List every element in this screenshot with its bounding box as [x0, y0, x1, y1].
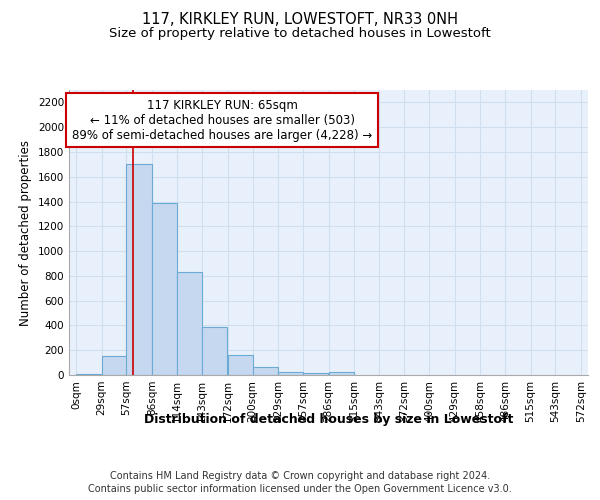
- Bar: [127, 164, 152, 375]
- Bar: [202, 326, 227, 375]
- Text: Size of property relative to detached houses in Lowestoft: Size of property relative to detached ho…: [109, 28, 491, 40]
- Text: Contains public sector information licensed under the Open Government Licence v3: Contains public sector information licen…: [88, 484, 512, 494]
- Bar: [253, 367, 278, 375]
- Y-axis label: Number of detached properties: Number of detached properties: [19, 140, 32, 326]
- Bar: [176, 272, 202, 375]
- Bar: [152, 203, 177, 375]
- Bar: [101, 356, 127, 375]
- Text: Contains HM Land Registry data © Crown copyright and database right 2024.: Contains HM Land Registry data © Crown c…: [110, 471, 490, 481]
- Bar: [228, 355, 253, 375]
- Bar: [329, 372, 353, 375]
- Bar: [76, 374, 101, 375]
- Bar: [278, 372, 304, 375]
- Bar: [303, 372, 328, 375]
- Text: 117, KIRKLEY RUN, LOWESTOFT, NR33 0NH: 117, KIRKLEY RUN, LOWESTOFT, NR33 0NH: [142, 12, 458, 28]
- Text: Distribution of detached houses by size in Lowestoft: Distribution of detached houses by size …: [144, 412, 514, 426]
- Text: 117 KIRKLEY RUN: 65sqm
← 11% of detached houses are smaller (503)
89% of semi-de: 117 KIRKLEY RUN: 65sqm ← 11% of detached…: [72, 98, 372, 142]
